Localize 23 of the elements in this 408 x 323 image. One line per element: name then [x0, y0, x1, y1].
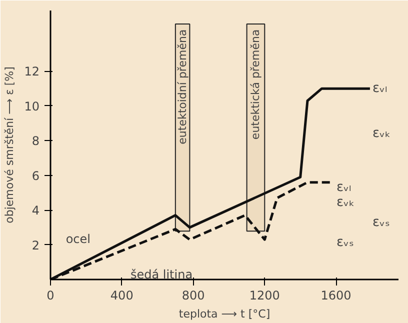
y-tick-label: 8: [32, 134, 40, 148]
y-tick-label: 6: [32, 168, 40, 183]
y-axis-title: objemové smrštění ⟶ ε [%]: [3, 66, 16, 224]
annotation: εᵥₛ: [372, 215, 390, 230]
annotation: εᵥₗ: [336, 180, 352, 195]
annotation: εᵥₗ: [372, 81, 388, 96]
annotation: εᵥₛ: [336, 235, 354, 250]
x-tick-label: 0: [46, 288, 54, 302]
series-label: šedá litina: [130, 267, 193, 282]
x-tick-label: 1200: [249, 288, 280, 302]
y-tick-label: 2: [32, 238, 40, 252]
band-label: eutektoidní přeměna: [176, 29, 190, 144]
y-tick-label: 12: [24, 64, 40, 79]
x-tick-label: 1600: [320, 288, 352, 302]
y-tick-label: 10: [24, 99, 40, 114]
band-label: eutektická přeměna: [249, 29, 262, 140]
annotation: εᵥₖ: [336, 195, 354, 210]
x-axis-title: teplota ⟶ t [°C]: [178, 308, 270, 320]
series-label: ocel: [66, 232, 90, 246]
y-tick-label: 4: [32, 204, 40, 218]
annotation: εᵥₖ: [372, 126, 390, 141]
x-tick-label: 800: [182, 288, 205, 302]
x-tick-label: 400: [110, 288, 134, 302]
